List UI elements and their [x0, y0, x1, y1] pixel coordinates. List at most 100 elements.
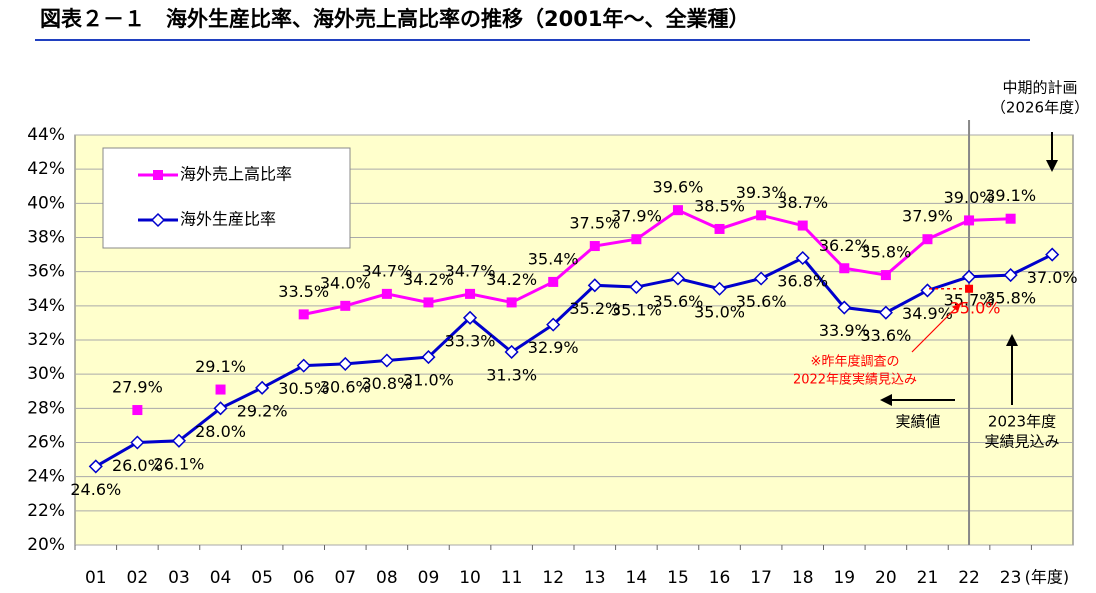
marker [964, 215, 975, 226]
marker [961, 269, 977, 284]
marker [1005, 213, 1016, 224]
data-label: 31.3% [486, 365, 537, 384]
y-tick-label: 32% [27, 330, 65, 350]
data-label: 32.9% [528, 338, 579, 357]
data-label: 34.0% [320, 273, 371, 292]
y-tick-label: 26% [27, 433, 65, 453]
marker [629, 279, 644, 295]
data-label: 35.6% [736, 292, 787, 311]
marker [171, 433, 187, 448]
series-line [303, 208, 1011, 316]
data-label: 35.7% [944, 290, 995, 309]
y-tick-label: 22% [27, 501, 65, 521]
marker [631, 234, 642, 245]
prior-marker [965, 284, 974, 293]
prior-arrowhead [952, 302, 962, 312]
data-label: 30.5% [278, 379, 329, 398]
prior-note: ※昨年度調査の [811, 354, 900, 370]
marker [132, 405, 143, 416]
x-unit: (年度) [1025, 568, 1070, 587]
data-label: 39.6% [653, 178, 704, 197]
series-line [95, 253, 1053, 468]
data-label: 30.6% [320, 377, 371, 396]
x-tick-label: 15 [667, 568, 689, 588]
marker [670, 271, 686, 286]
data-label: 39.1% [985, 186, 1036, 205]
prior-label: 35.0% [950, 298, 1001, 317]
data-label: 36.8% [777, 272, 828, 291]
data-label: 39.3% [736, 183, 787, 202]
marker [255, 380, 270, 395]
data-label: 30.8% [361, 374, 412, 393]
data-label: 27.9% [112, 378, 163, 397]
marker [296, 358, 311, 373]
marker [795, 250, 810, 266]
x-tick-label: 17 [750, 568, 772, 588]
marker [1045, 247, 1060, 262]
y-tick-label: 34% [27, 296, 65, 316]
data-label: 34.7% [445, 261, 496, 280]
data-label: 33.9% [819, 321, 870, 340]
x-tick-label: 22 [958, 568, 980, 588]
estimate-note: 実績見込み [984, 433, 1059, 451]
x-tick-label: 02 [127, 568, 149, 588]
y-tick-label: 28% [27, 398, 65, 418]
marker [922, 234, 933, 245]
data-label: 34.2% [403, 270, 454, 289]
data-label: 29.2% [237, 401, 288, 420]
legend-label: 海外生産比率 [180, 210, 276, 229]
x-tick-label: 06 [293, 568, 315, 588]
marker [379, 353, 394, 368]
data-label: 24.6% [70, 480, 121, 499]
marker [754, 271, 769, 286]
marker [423, 297, 434, 308]
marker [797, 220, 808, 231]
x-tick-label: 10 [459, 568, 481, 588]
x-tick-label: 19 [833, 568, 855, 588]
marker [878, 305, 893, 320]
marker [880, 270, 891, 281]
x-tick-label: 13 [584, 568, 606, 588]
y-tick-label: 40% [27, 193, 65, 213]
data-label: 28.0% [195, 422, 246, 441]
data-label: 26.1% [154, 454, 205, 473]
data-label: 34.7% [361, 261, 412, 280]
prior-note: 2022年度実績見込み [793, 372, 917, 388]
data-label: 35.2% [569, 299, 620, 318]
y-tick-label: 30% [27, 364, 65, 384]
data-label: 35.4% [528, 249, 579, 268]
data-label: 35.1% [611, 301, 662, 320]
plan-note: 中期的計画 [1002, 79, 1077, 97]
plan-arrowhead [1046, 160, 1058, 172]
y-tick-label: 42% [27, 159, 65, 179]
x-tick-label: 14 [626, 568, 648, 588]
x-tick-label: 09 [418, 568, 440, 588]
marker [338, 356, 353, 371]
legend-marker [150, 212, 166, 228]
marker [672, 205, 683, 216]
x-tick-label: 16 [709, 568, 731, 588]
marker [298, 309, 309, 320]
y-tick-label: 36% [27, 262, 65, 282]
data-label: 37.0% [1027, 268, 1078, 287]
marker [462, 310, 478, 325]
marker [381, 288, 392, 299]
marker [712, 281, 727, 296]
marker [340, 300, 351, 311]
data-label: 29.1% [195, 357, 246, 376]
data-label: 37.9% [611, 207, 662, 226]
plan-note: （2026年度） [991, 99, 1089, 117]
marker [213, 401, 228, 416]
x-tick-label: 23 [1000, 568, 1022, 588]
y-tick-label: 20% [27, 535, 65, 555]
prior-arrow [911, 302, 962, 353]
data-label: 39.0% [944, 188, 995, 207]
marker [88, 459, 103, 474]
marker [215, 384, 226, 395]
x-tick-label: 03 [168, 568, 190, 588]
marker [546, 317, 561, 332]
data-label: 34.2% [486, 270, 537, 289]
data-label: 35.0% [694, 302, 745, 321]
estimate-arrowhead [1006, 334, 1018, 346]
